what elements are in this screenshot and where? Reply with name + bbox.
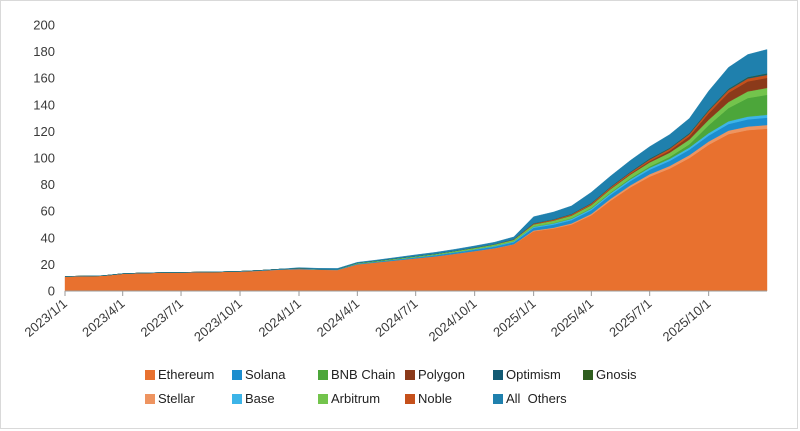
legend-item-all-others: All Others — [493, 391, 567, 406]
legend-swatch — [318, 370, 328, 380]
legend-item-polygon: Polygon — [405, 367, 465, 382]
x-tick-label: 2023/7/1 — [138, 296, 186, 340]
legend-item-stellar: Stellar — [145, 391, 196, 406]
legend-label: Stellar — [158, 391, 196, 406]
legend-swatch — [232, 394, 242, 404]
y-tick-label: 160 — [33, 71, 55, 86]
x-tick-label: 2023/4/1 — [79, 296, 127, 340]
x-tick-label: 2023/1/1 — [22, 296, 70, 340]
y-tick-label: 140 — [33, 97, 55, 112]
y-tick-label: 40 — [41, 230, 55, 245]
legend-item-arbitrum: Arbitrum — [318, 391, 380, 406]
x-tick-label: 2025/4/1 — [548, 296, 596, 340]
x-tick-label: 2025/10/1 — [660, 296, 714, 345]
x-tick-label: 2024/4/1 — [314, 296, 362, 340]
legend-swatch — [145, 370, 155, 380]
legend-label: All Others — [506, 391, 567, 406]
legend-label: Base — [245, 391, 275, 406]
y-tick-label: 0 — [48, 284, 55, 299]
x-axis-ticks: 2023/1/1 2023/4/1 2023/7/1 2023/10/1 2024/1/… — [22, 291, 714, 344]
x-tick-label: 2025/7/1 — [606, 296, 654, 340]
legend-item-noble: Noble — [405, 391, 452, 406]
legend-label: Noble — [418, 391, 452, 406]
x-tick-label: 2023/10/1 — [191, 296, 245, 345]
legend-item-gnosis: Gnosis — [583, 367, 637, 382]
legend-swatch — [493, 394, 503, 404]
x-tick-label: 2024/10/1 — [426, 296, 480, 345]
y-tick-label: 100 — [33, 151, 55, 166]
legend-label: Solana — [245, 367, 286, 382]
x-tick-label: 2024/1/1 — [256, 296, 304, 340]
y-tick-label: 60 — [41, 204, 55, 219]
x-tick-label: 2025/1/1 — [490, 296, 538, 340]
legend-swatch — [583, 370, 593, 380]
legend-item-base: Base — [232, 391, 275, 406]
legend-label: Arbitrum — [331, 391, 380, 406]
legend-swatch — [405, 394, 415, 404]
legend-label: Gnosis — [596, 367, 637, 382]
legend-label: Ethereum — [158, 367, 214, 382]
y-axis-ticks: 0 20 40 60 80 100 120 140 160 180 200 — [33, 18, 55, 299]
x-tick-label: 2024/7/1 — [372, 296, 420, 340]
legend-swatch — [405, 370, 415, 380]
legend-item-solana: Solana — [232, 367, 286, 382]
legend-item-optimism: Optimism — [493, 367, 561, 382]
y-tick-label: 180 — [33, 44, 55, 59]
legend-label: BNB Chain — [331, 367, 395, 382]
legend-swatch — [318, 394, 328, 404]
legend-swatch — [232, 370, 242, 380]
legend-label: Polygon — [418, 367, 465, 382]
legend: Ethereum Solana BNB Chain Polygon Optimism Gn… — [145, 367, 637, 406]
y-tick-label: 200 — [33, 18, 55, 33]
y-tick-label: 20 — [41, 257, 55, 272]
legend-swatch — [145, 394, 155, 404]
legend-item-bnb-chain: BNB Chain — [318, 367, 395, 382]
series-areas — [64, 49, 768, 292]
legend-swatch — [493, 370, 503, 380]
legend-item-ethereum: Ethereum — [145, 367, 214, 382]
y-tick-label: 120 — [33, 124, 55, 139]
area-all-others — [64, 49, 768, 277]
legend-label: Optimism — [506, 367, 561, 382]
y-tick-label: 80 — [41, 177, 55, 192]
